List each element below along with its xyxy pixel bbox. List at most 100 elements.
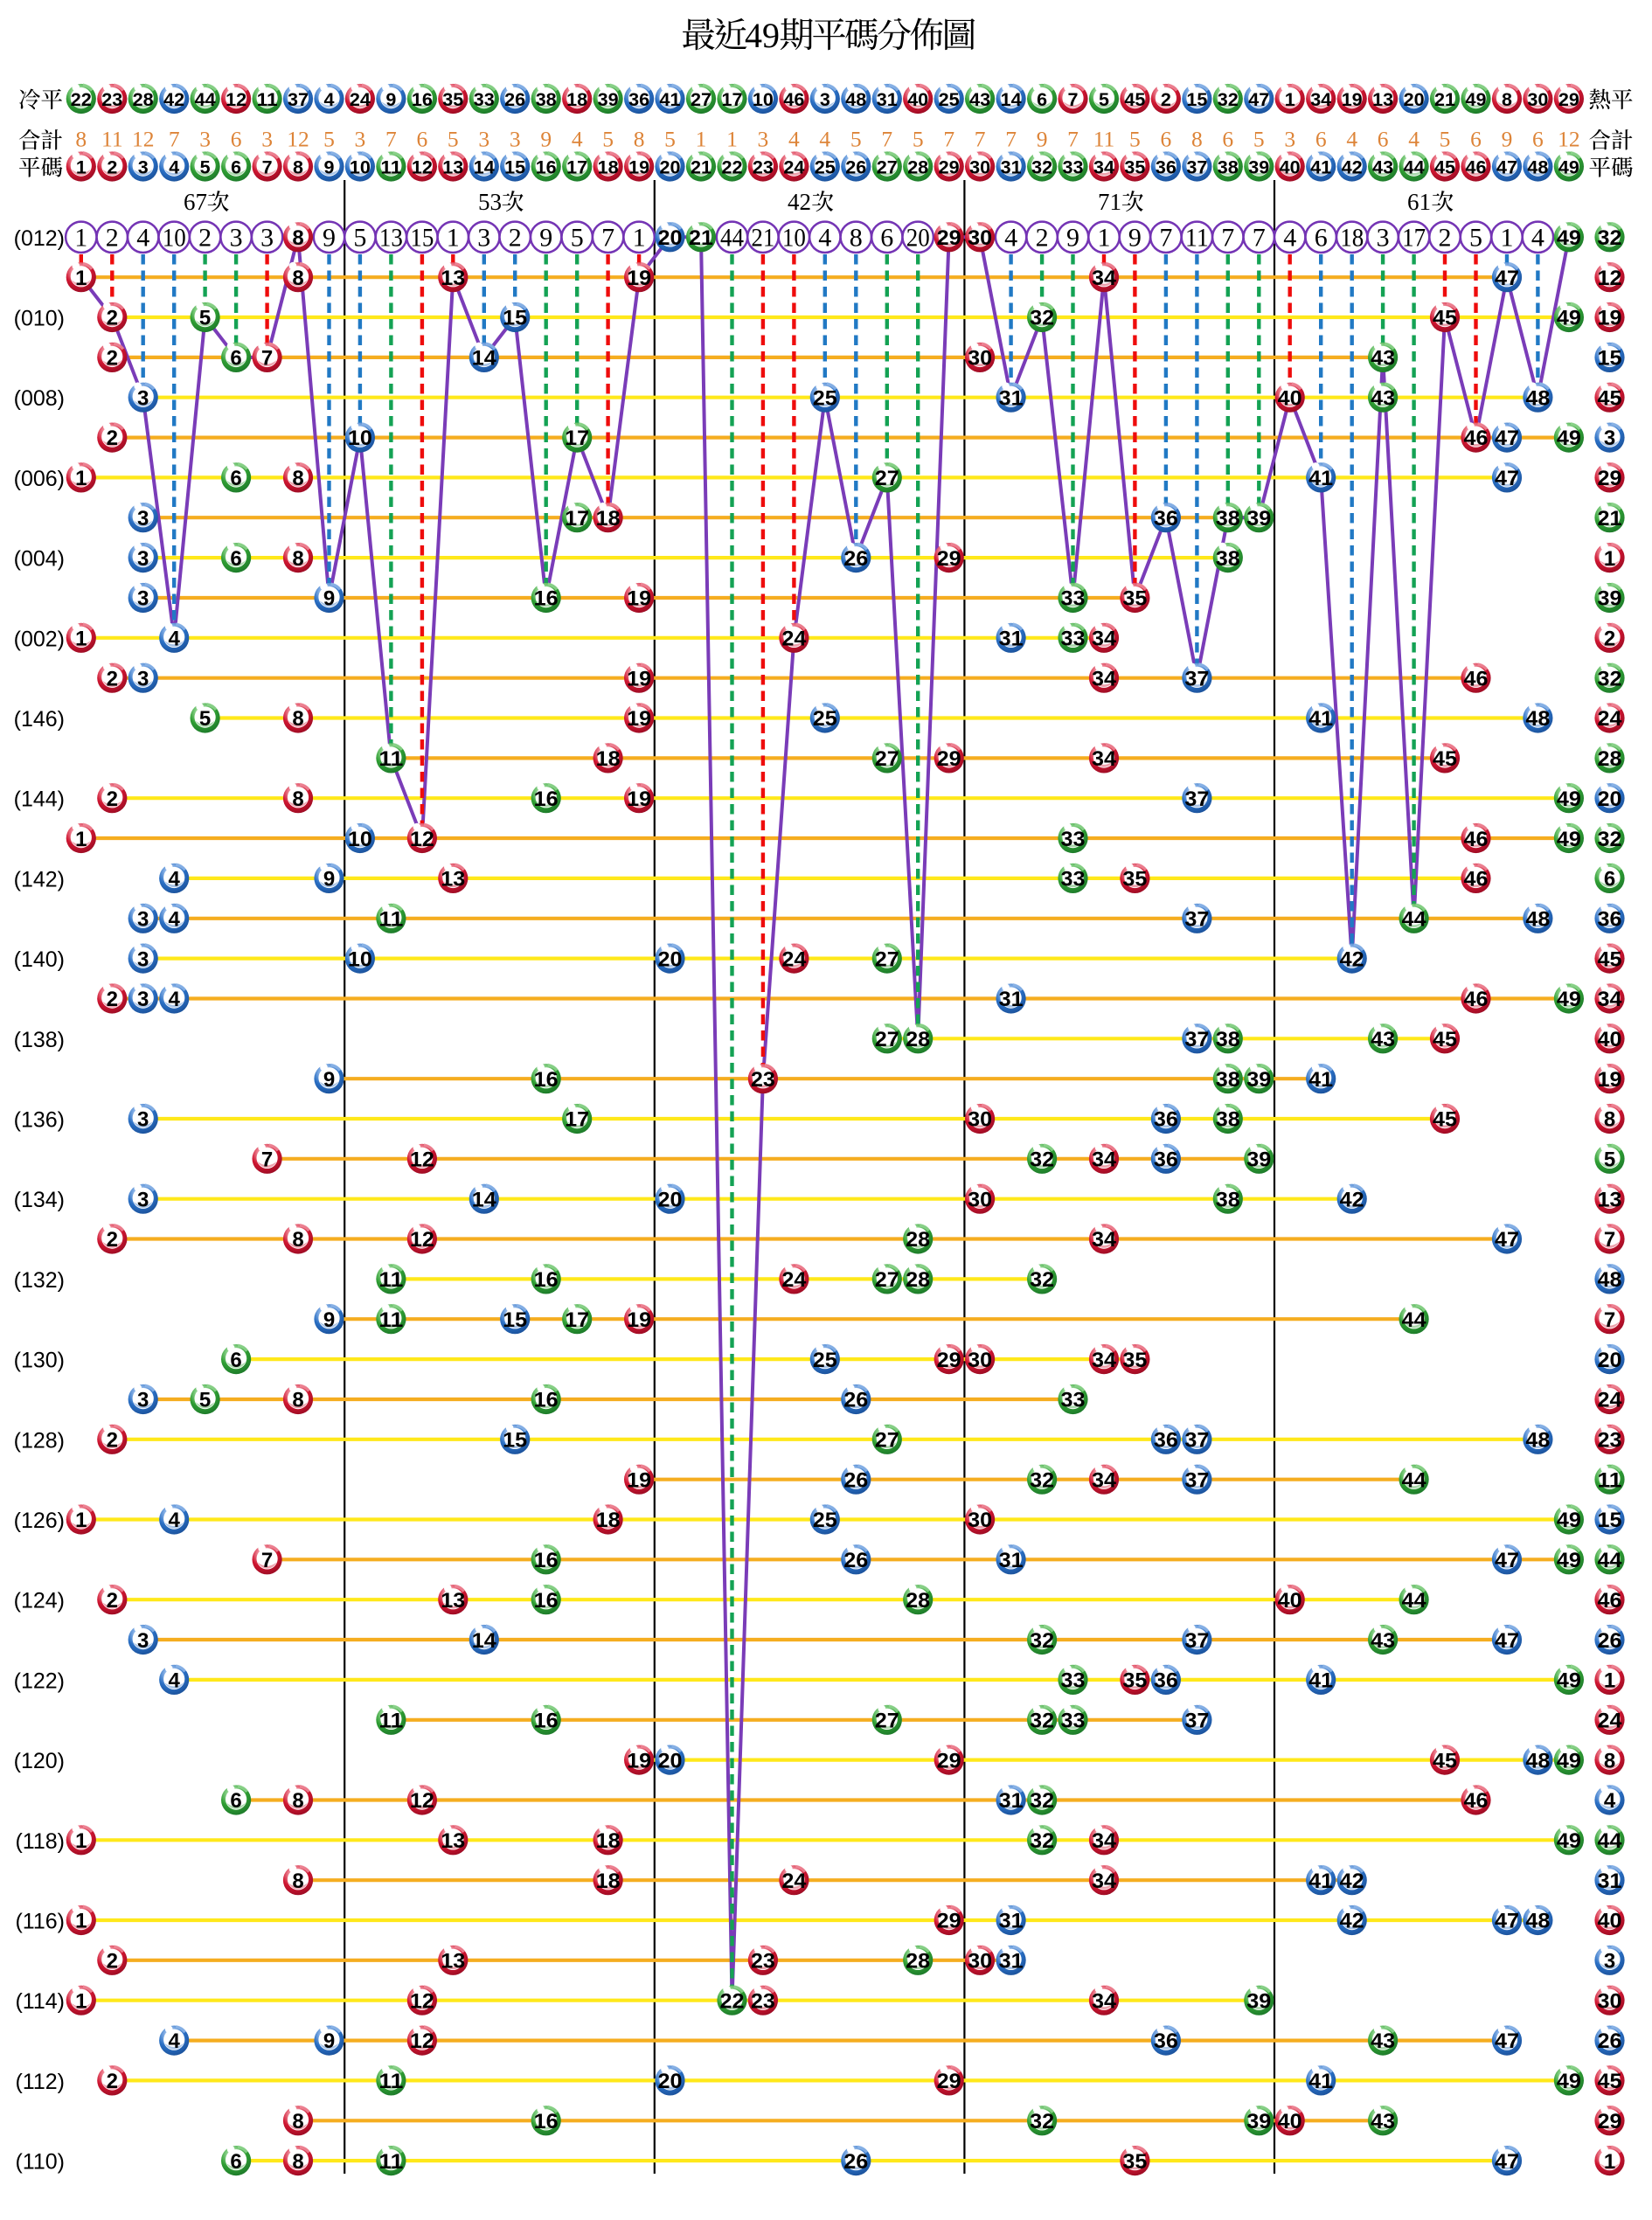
svg-text:22: 22 bbox=[720, 1989, 745, 2013]
svg-text:41: 41 bbox=[1308, 467, 1333, 490]
svg-text:32: 32 bbox=[1030, 1268, 1054, 1292]
svg-text:4: 4 bbox=[1531, 223, 1544, 252]
svg-text:6: 6 bbox=[1604, 868, 1615, 891]
svg-text:15: 15 bbox=[503, 307, 527, 330]
svg-text:2: 2 bbox=[1439, 223, 1452, 252]
svg-text:7: 7 bbox=[1253, 223, 1266, 252]
svg-text:49: 49 bbox=[1466, 89, 1487, 110]
svg-text:45: 45 bbox=[1124, 89, 1145, 110]
svg-text:15: 15 bbox=[1598, 1509, 1622, 1532]
svg-text:6: 6 bbox=[1315, 127, 1327, 152]
svg-text:16: 16 bbox=[412, 89, 433, 110]
svg-text:42: 42 bbox=[1340, 1870, 1364, 1893]
svg-text:31: 31 bbox=[1598, 1870, 1622, 1893]
svg-text:20: 20 bbox=[658, 947, 683, 971]
svg-text:29: 29 bbox=[937, 547, 961, 571]
svg-text:7: 7 bbox=[169, 127, 180, 152]
svg-text:31: 31 bbox=[999, 1789, 1024, 1813]
svg-text:12: 12 bbox=[412, 156, 433, 177]
svg-text:16: 16 bbox=[534, 1589, 559, 1613]
svg-text:1: 1 bbox=[75, 1910, 87, 1933]
svg-text:44: 44 bbox=[1598, 1829, 1623, 1853]
svg-text:40: 40 bbox=[907, 89, 928, 110]
svg-text:8: 8 bbox=[292, 787, 303, 811]
svg-text:67: 67 bbox=[184, 189, 207, 215]
svg-text:49: 49 bbox=[1557, 988, 1581, 1011]
svg-text:6: 6 bbox=[417, 127, 428, 152]
svg-text:17: 17 bbox=[566, 156, 587, 177]
svg-text:48: 48 bbox=[1525, 707, 1550, 731]
svg-text:26: 26 bbox=[504, 89, 525, 110]
svg-text:32: 32 bbox=[1030, 1710, 1054, 1733]
svg-text:4: 4 bbox=[324, 89, 335, 110]
svg-text:29: 29 bbox=[937, 2070, 961, 2093]
svg-text:30: 30 bbox=[968, 1509, 992, 1532]
svg-text:19: 19 bbox=[627, 587, 651, 611]
svg-text:11: 11 bbox=[380, 156, 401, 177]
svg-text:16: 16 bbox=[534, 1268, 559, 1292]
svg-text:20: 20 bbox=[906, 223, 930, 252]
svg-text:25: 25 bbox=[815, 156, 836, 177]
svg-text:13: 13 bbox=[442, 156, 463, 177]
svg-text:47: 47 bbox=[1248, 89, 1269, 110]
svg-text:12: 12 bbox=[410, 1228, 434, 1252]
svg-text:2: 2 bbox=[107, 1228, 118, 1252]
svg-text:46: 46 bbox=[1464, 427, 1489, 450]
svg-text:29: 29 bbox=[937, 1910, 961, 1933]
svg-text:12: 12 bbox=[287, 127, 309, 152]
svg-text:8: 8 bbox=[293, 156, 303, 177]
svg-text:(142): (142) bbox=[14, 867, 65, 891]
svg-text:7: 7 bbox=[601, 223, 614, 252]
svg-text:8: 8 bbox=[292, 707, 303, 731]
svg-text:18: 18 bbox=[596, 1829, 621, 1853]
svg-text:1: 1 bbox=[1501, 223, 1514, 252]
svg-text:44: 44 bbox=[1402, 1468, 1427, 1492]
svg-text:11: 11 bbox=[101, 127, 123, 152]
svg-text:29: 29 bbox=[937, 747, 961, 771]
svg-text:7: 7 bbox=[975, 127, 986, 152]
svg-text:4: 4 bbox=[169, 868, 181, 891]
svg-text:31: 31 bbox=[999, 1950, 1024, 1974]
svg-text:2: 2 bbox=[107, 667, 118, 690]
svg-text:3: 3 bbox=[137, 947, 149, 971]
svg-text:24: 24 bbox=[1598, 1710, 1623, 1733]
svg-text:9: 9 bbox=[539, 223, 552, 252]
svg-text:3: 3 bbox=[1377, 223, 1390, 252]
svg-text:13: 13 bbox=[1372, 89, 1393, 110]
svg-text:39: 39 bbox=[1246, 1989, 1271, 2013]
svg-text:41: 41 bbox=[1308, 1870, 1333, 1893]
svg-text:8: 8 bbox=[850, 223, 863, 252]
svg-text:2: 2 bbox=[198, 223, 212, 252]
svg-text:5: 5 bbox=[913, 127, 924, 152]
svg-text:40: 40 bbox=[1598, 1910, 1622, 1933]
svg-text:20: 20 bbox=[1598, 787, 1622, 811]
svg-text:24: 24 bbox=[1598, 707, 1623, 731]
svg-text:28: 28 bbox=[906, 1028, 930, 1051]
svg-text:31: 31 bbox=[999, 386, 1024, 410]
svg-text:(140): (140) bbox=[14, 947, 65, 972]
svg-text:20: 20 bbox=[658, 2070, 683, 2093]
svg-text:3: 3 bbox=[137, 547, 149, 571]
svg-text:47: 47 bbox=[1495, 1629, 1519, 1653]
svg-text:34: 34 bbox=[1092, 1870, 1117, 1893]
svg-text:19: 19 bbox=[1342, 89, 1363, 110]
svg-text:13: 13 bbox=[1598, 1188, 1622, 1211]
svg-text:27: 27 bbox=[875, 1710, 899, 1733]
svg-text:28: 28 bbox=[906, 1268, 930, 1292]
svg-text:39: 39 bbox=[598, 89, 619, 110]
svg-text:39: 39 bbox=[1598, 587, 1622, 611]
svg-text:61: 61 bbox=[1407, 189, 1431, 215]
svg-text:29: 29 bbox=[1598, 467, 1622, 490]
svg-text:49: 49 bbox=[745, 16, 780, 55]
svg-text:35: 35 bbox=[1122, 868, 1147, 891]
svg-text:44: 44 bbox=[1402, 908, 1427, 932]
svg-text:45: 45 bbox=[1433, 1749, 1457, 1773]
svg-text:11: 11 bbox=[1185, 223, 1209, 252]
svg-text:28: 28 bbox=[906, 1589, 930, 1613]
svg-text:9: 9 bbox=[323, 868, 335, 891]
svg-text:32: 32 bbox=[1030, 1789, 1054, 1813]
svg-text:49: 49 bbox=[1557, 1749, 1581, 1773]
svg-text:27: 27 bbox=[691, 89, 711, 110]
svg-text:7: 7 bbox=[261, 1148, 273, 1172]
svg-text:5: 5 bbox=[1469, 223, 1482, 252]
